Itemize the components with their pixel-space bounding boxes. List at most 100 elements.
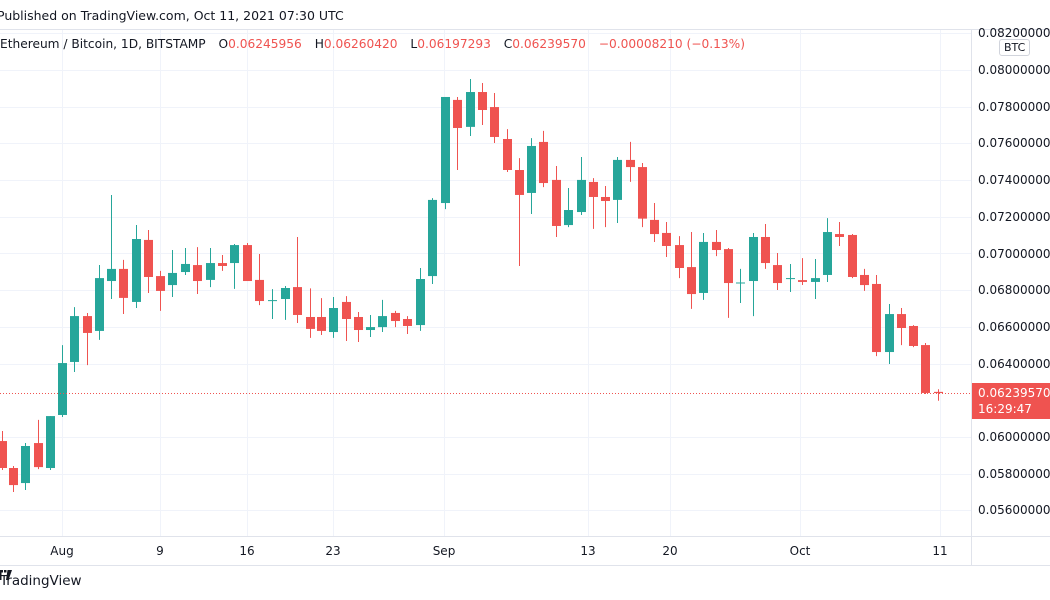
candle [366, 314, 375, 337]
candle-body [193, 265, 202, 282]
candle [515, 158, 524, 266]
candle [218, 254, 227, 271]
candle-body [230, 245, 239, 264]
candle [872, 274, 881, 357]
candle [539, 130, 548, 188]
candle-body [107, 268, 116, 282]
candle [638, 163, 647, 228]
candle-body [243, 245, 252, 282]
candle [243, 243, 252, 282]
candle [601, 185, 610, 228]
candle-body [416, 279, 425, 326]
price-tick-label: 0.07200000 [978, 209, 1050, 224]
candle [811, 259, 820, 300]
candle [761, 223, 770, 269]
candle [144, 230, 153, 293]
candle-body [391, 312, 400, 322]
candle-body [378, 316, 387, 328]
time-axis[interactable]: Aug 9 16 23 Sep 13 20 Oct 11 [0, 535, 1050, 566]
candle-body [539, 141, 548, 184]
candle [860, 268, 869, 291]
candle-body [773, 265, 782, 284]
candle [626, 141, 635, 182]
candle [577, 156, 586, 215]
time-tick-label: Sep [432, 544, 456, 558]
candle-body [626, 159, 635, 168]
candle-body [83, 316, 92, 333]
candle-body [293, 287, 302, 315]
close-value: 0.06239570 [512, 37, 586, 51]
open-value: 0.06245956 [228, 37, 302, 51]
candle [83, 312, 92, 366]
price-tick-label: 0.07600000 [978, 136, 1050, 151]
candle-body [823, 232, 832, 275]
high-value: 0.06260420 [323, 37, 398, 51]
footer-branding: TradingView [0, 569, 82, 593]
candlestick-chart [0, 30, 971, 536]
candle-body [478, 92, 487, 111]
candle-body [168, 272, 177, 286]
candle-body [613, 159, 622, 200]
time-tick-label: Aug [50, 544, 74, 558]
candle-body [589, 181, 598, 197]
candle [589, 178, 598, 229]
candle-body [428, 199, 437, 277]
candle-body [724, 249, 733, 284]
brand-name: TradingView [0, 573, 82, 589]
candle [281, 285, 290, 320]
candle-body [736, 282, 745, 284]
last-price-value: 0.06239570 [978, 386, 1050, 401]
candle [317, 298, 326, 335]
candle [650, 203, 659, 242]
low-value: 0.06197293 [417, 37, 491, 51]
candle [107, 194, 116, 300]
candle [564, 187, 573, 228]
price-tick-label: 0.08000000 [978, 63, 1050, 77]
candle-body [34, 443, 43, 468]
candle-body [699, 241, 708, 293]
candle-body [798, 280, 807, 282]
candle [46, 416, 55, 471]
candle [181, 247, 190, 275]
candle-body [872, 283, 881, 353]
candle [58, 345, 67, 417]
candle [70, 307, 79, 373]
price-tick-label: 0.05800000 [978, 466, 1050, 481]
candle [749, 232, 758, 317]
candle [921, 343, 930, 395]
candle [823, 218, 832, 282]
candle [478, 83, 487, 126]
price-tick-label: 0.06600000 [978, 319, 1050, 334]
candle [699, 232, 708, 300]
candle-body [503, 138, 512, 171]
candle [885, 303, 894, 364]
candle [95, 265, 104, 340]
open-label: O [218, 37, 229, 51]
candle-body [342, 301, 351, 320]
price-tick-label: 0.05600000 [978, 503, 1050, 518]
candle-body [811, 278, 820, 282]
candle [193, 247, 202, 295]
candle-body [453, 99, 462, 128]
candle-body [132, 239, 141, 302]
candle-body [21, 445, 30, 484]
price-axis[interactable]: 0.05600000 0.05800000 0.06000000 0.06400000… [971, 26, 1050, 536]
candle-body [515, 170, 524, 195]
tradingview-logo-icon [0, 570, 12, 580]
candle-body [306, 316, 315, 329]
chart-plot-area[interactable]: Ethereum / Bitcoin, 1D, BITSTAMP O0.0624… [0, 30, 971, 536]
price-tick-label: 0.06800000 [978, 283, 1050, 298]
candle [490, 92, 499, 144]
bar-countdown: 16:29:47 [978, 402, 1032, 417]
candle [687, 232, 696, 309]
candle-body [268, 300, 277, 302]
candle-body [675, 245, 684, 268]
candle-body [466, 92, 475, 127]
candle [416, 267, 425, 331]
currency-badge[interactable]: BTC [999, 39, 1031, 56]
candle-body [218, 263, 227, 266]
candle-body [366, 327, 375, 331]
symbol-legend: Ethereum / Bitcoin, 1D, BITSTAMP O0.0624… [0, 37, 745, 51]
candle [354, 312, 363, 342]
candle [329, 296, 338, 338]
